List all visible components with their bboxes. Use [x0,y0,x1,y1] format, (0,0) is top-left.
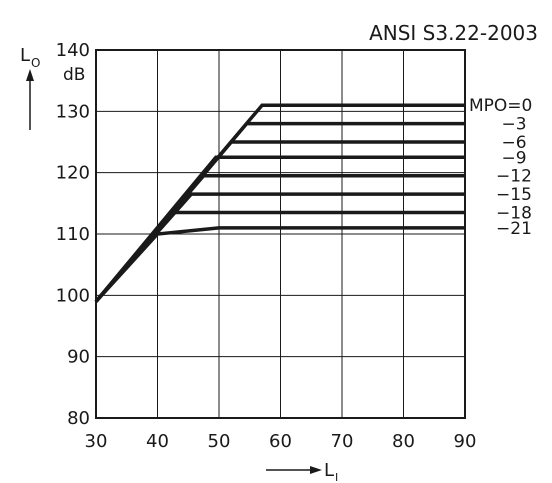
y-tick-label: 100 [56,285,90,306]
chart-title: ANSI S3.22-2003 [369,21,538,45]
y-axis-label: L [20,45,30,66]
y-tick-label: 140 [56,40,90,61]
y-tick-label: 120 [56,163,90,184]
series-label: MPO=0 [469,96,532,116]
series-label: −21 [496,219,532,239]
series-label: −15 [496,185,532,205]
x-tick-label: 40 [146,431,169,452]
series-line [94,226,465,303]
plot-frame [95,49,466,419]
x-tick-label: 90 [454,431,477,452]
x-axis-label-subscript: I [335,471,338,483]
io-curves [94,103,465,303]
tick-labels: 30 40 50 60 70 80 90 80 90 100 110 120 130 140 [56,40,477,452]
x-tick-label: 30 [85,431,108,452]
x-axis-label: L [324,460,334,481]
series-labels: MPO=0−3−6−9−12−15−18−21 [469,96,532,239]
series-label: −9 [501,148,526,168]
y-tick-label: 80 [67,408,90,429]
y-axis-arrow-icon [26,69,34,130]
y-axis-unit: dB [63,65,85,85]
grid [96,50,465,418]
series-label: −6 [501,133,526,153]
y-tick-label: 110 [56,224,90,245]
y-tick-label: 90 [67,347,90,368]
x-axis-arrow-icon [266,466,322,474]
x-tick-label: 80 [392,431,415,452]
x-tick-label: 50 [208,431,231,452]
x-tick-label: 60 [269,431,292,452]
series-label: −3 [501,115,526,135]
series-label: −18 [496,204,532,224]
y-tick-label: 130 [56,101,90,122]
y-axis-label-subscript: O [31,56,40,70]
series-label: −12 [496,167,532,187]
x-tick-label: 70 [331,431,354,452]
